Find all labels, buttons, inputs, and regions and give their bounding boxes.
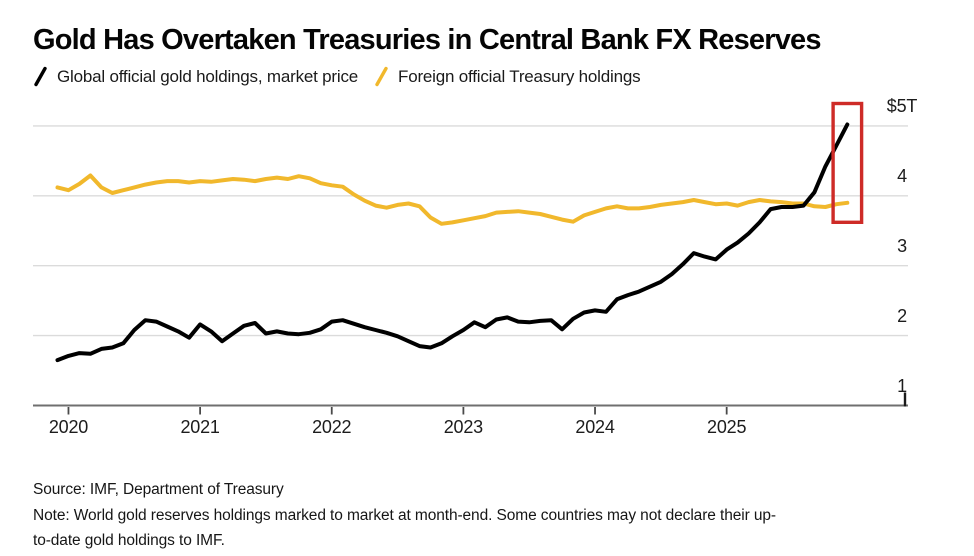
y-axis-label-3: 3: [897, 235, 907, 256]
x-axis-label-2021: 2021: [180, 417, 220, 437]
legend: Global official gold holdings, market pr…: [33, 65, 656, 88]
y-axis-label-1: 1: [897, 375, 907, 396]
x-axis-label-2023: 2023: [443, 417, 483, 437]
legend-label-treasury: Foreign official Treasury holdings: [398, 66, 641, 86]
footer: Source: IMF, Department of Treasury Note…: [33, 477, 953, 553]
x-axis-label-2020: 2020: [48, 417, 89, 437]
treasury-line-legend-icon: [375, 66, 388, 87]
y-axis-label-2: 2: [897, 305, 907, 326]
legend-label-gold: Global official gold holdings, market pr…: [57, 66, 359, 86]
gold-line-legend-icon: [34, 66, 47, 87]
legend-item-gold: Global official gold holdings, market pr…: [33, 65, 358, 88]
y-axis-label-4: 4: [897, 165, 907, 186]
x-axis-label-2025: 2025: [707, 417, 747, 437]
x-axis-label-2024: 2024: [575, 417, 615, 437]
source-note: Source: IMF, Department of Treasury: [33, 481, 284, 498]
note-line-2: to-date gold holdings to IMF.: [33, 532, 225, 549]
legend-item-treasury: Foreign official Treasury holdings: [374, 65, 641, 88]
note-line-1: Note: World gold reserves holdings marke…: [33, 507, 776, 524]
gold-series-line: [55, 122, 850, 363]
x-axis-label-2022: 2022: [312, 417, 352, 437]
methodology-note: Note: World gold reserves holdings marke…: [33, 503, 953, 553]
highlight-box: [831, 101, 864, 225]
chart-title: Gold Has Overtaken Treasuries in Central…: [33, 24, 822, 56]
y-axis-label-5t: $5T: [886, 95, 918, 116]
treasury-series-line: [55, 173, 850, 226]
